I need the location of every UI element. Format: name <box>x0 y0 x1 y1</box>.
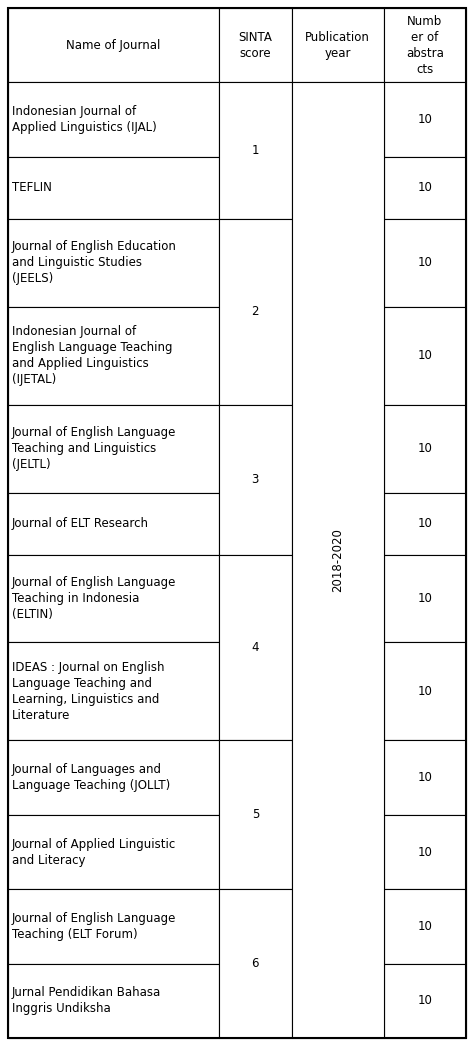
Text: 10: 10 <box>417 845 432 859</box>
Text: 10: 10 <box>417 685 432 698</box>
Text: 2: 2 <box>252 305 259 318</box>
Text: 6: 6 <box>252 957 259 970</box>
Text: Publication
year: Publication year <box>305 30 370 60</box>
Bar <box>383 815 466 889</box>
Text: Journal of English Language
Teaching and Linguistics
(JELTL): Journal of English Language Teaching and… <box>12 426 176 471</box>
Text: 10: 10 <box>417 349 432 362</box>
Text: 10: 10 <box>417 517 432 530</box>
Bar <box>383 306 466 405</box>
Text: 10: 10 <box>417 995 432 1007</box>
Text: 10: 10 <box>417 113 432 127</box>
Text: Jurnal Pendidikan Bahasa
Inggris Undiksha: Jurnal Pendidikan Bahasa Inggris Undiksh… <box>12 986 161 1016</box>
Text: Journal of English Education
and Linguistic Studies
(JEELS): Journal of English Education and Linguis… <box>12 241 177 286</box>
Bar <box>8 815 219 889</box>
Text: 1: 1 <box>252 144 259 157</box>
Bar <box>219 83 292 219</box>
Text: 10: 10 <box>417 771 432 784</box>
Text: 10: 10 <box>417 592 432 605</box>
Bar <box>383 889 466 963</box>
Bar <box>8 963 219 1038</box>
Text: 5: 5 <box>252 809 259 821</box>
Bar <box>383 963 466 1038</box>
Text: 2018-2020: 2018-2020 <box>331 528 344 592</box>
Bar <box>383 642 466 741</box>
Bar <box>383 405 466 493</box>
Text: Journal of ELT Research: Journal of ELT Research <box>12 517 149 530</box>
Bar <box>8 306 219 405</box>
Bar <box>8 889 219 963</box>
Bar <box>219 219 292 405</box>
Bar <box>219 741 292 889</box>
Text: 4: 4 <box>252 641 259 654</box>
Text: 10: 10 <box>417 181 432 195</box>
Text: Journal of English Language
Teaching (ELT Forum): Journal of English Language Teaching (EL… <box>12 912 176 941</box>
Bar <box>219 8 292 83</box>
Bar <box>383 493 466 554</box>
Text: Journal of Applied Linguistic
and Literacy: Journal of Applied Linguistic and Litera… <box>12 838 176 866</box>
Text: Name of Journal: Name of Journal <box>66 39 161 51</box>
Bar <box>8 219 219 306</box>
Text: IDEAS : Journal on English
Language Teaching and
Learning, Linguistics and
Liter: IDEAS : Journal on English Language Teac… <box>12 661 164 722</box>
Bar <box>8 8 219 83</box>
Bar <box>383 83 466 157</box>
Text: 3: 3 <box>252 473 259 486</box>
Bar <box>383 8 466 83</box>
Bar <box>383 741 466 815</box>
Bar <box>219 405 292 554</box>
Bar <box>383 219 466 306</box>
Text: Journal of Languages and
Language Teaching (JOLLT): Journal of Languages and Language Teachi… <box>12 764 170 792</box>
Bar <box>292 83 383 1038</box>
Bar <box>8 405 219 493</box>
Bar <box>383 554 466 642</box>
Bar <box>8 493 219 554</box>
Text: 10: 10 <box>417 256 432 269</box>
Text: Indonesian Journal of
Applied Linguistics (IJAL): Indonesian Journal of Applied Linguistic… <box>12 105 157 134</box>
Bar <box>8 642 219 741</box>
Text: 10: 10 <box>417 442 432 455</box>
Bar <box>219 889 292 1038</box>
Text: Journal of English Language
Teaching in Indonesia
(ELTIN): Journal of English Language Teaching in … <box>12 576 176 621</box>
Text: Numb
er of
abstra
cts: Numb er of abstra cts <box>406 15 444 75</box>
Text: TEFLIN: TEFLIN <box>12 181 52 195</box>
Bar <box>8 83 219 157</box>
Text: 10: 10 <box>417 919 432 933</box>
Bar <box>383 157 466 219</box>
Bar <box>8 741 219 815</box>
Bar <box>8 157 219 219</box>
Bar <box>8 554 219 642</box>
Bar <box>292 8 383 83</box>
Bar <box>219 554 292 741</box>
Text: Indonesian Journal of
English Language Teaching
and Applied Linguistics
(IJETAL): Indonesian Journal of English Language T… <box>12 325 173 386</box>
Text: SINTA
score: SINTA score <box>238 30 272 60</box>
